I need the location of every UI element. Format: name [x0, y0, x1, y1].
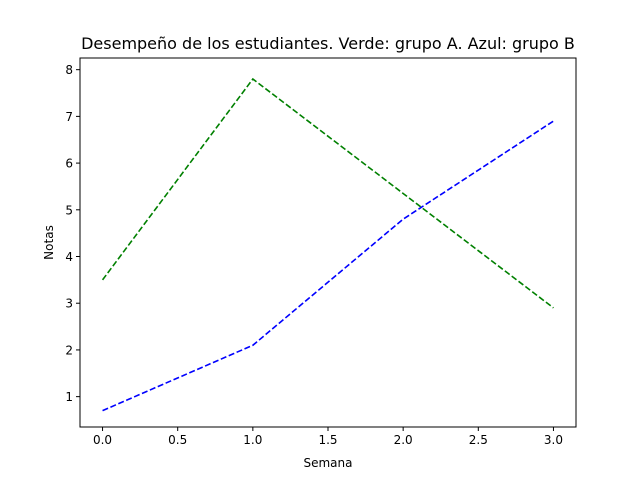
y-tick-label: 5 — [65, 203, 73, 217]
y-tick-label: 6 — [65, 157, 73, 171]
chart-title: Desempeño de los estudiantes. Verde: gru… — [81, 34, 575, 53]
y-tick-label: 2 — [65, 343, 73, 357]
y-tick-label: 3 — [65, 297, 73, 311]
x-tick-label: 2.0 — [394, 433, 413, 447]
x-axis-ticks: 0.0 0.5 1.0 1.5 2.0 2.5 3.0 — [93, 427, 563, 447]
x-tick-label: 1.5 — [318, 433, 337, 447]
x-axis-label: Semana — [303, 456, 352, 470]
x-tick-label: 2.5 — [469, 433, 488, 447]
series-line-2 — [102, 120, 554, 412]
y-tick-label: 7 — [65, 110, 73, 124]
x-tick-label: 3.0 — [544, 433, 563, 447]
x-tick-label: 0.0 — [93, 433, 112, 447]
y-tick-label: 8 — [65, 63, 73, 77]
series-line-1 — [101, 77, 554, 309]
y-axis-label: Notas — [42, 225, 56, 260]
series-layer — [101, 77, 554, 412]
y-tick-label: 1 — [65, 390, 73, 404]
y-axis-ticks: 1 2 3 4 5 6 7 8 — [65, 63, 80, 404]
x-tick-label: 0.5 — [168, 433, 187, 447]
x-tick-label: 1.0 — [243, 433, 262, 447]
y-tick-label: 4 — [65, 250, 73, 264]
